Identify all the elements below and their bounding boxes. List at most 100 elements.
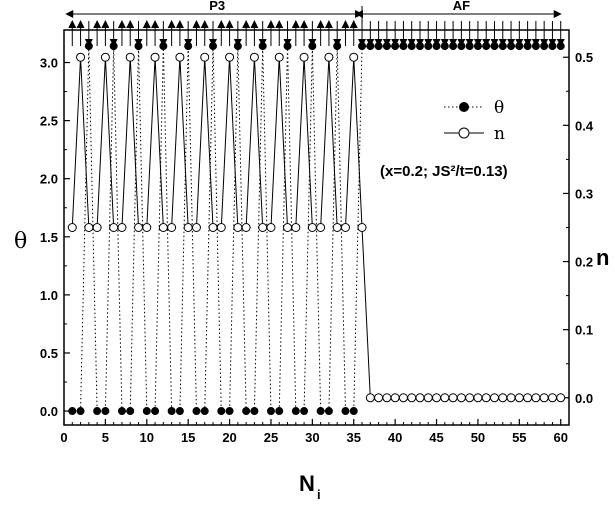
n-point xyxy=(258,223,268,232)
n-point xyxy=(283,223,293,232)
n-point xyxy=(423,393,433,403)
y-axis-left-title: θ xyxy=(14,229,27,254)
n-point xyxy=(523,393,533,403)
theta-point xyxy=(217,407,226,416)
theta-point xyxy=(407,42,416,51)
y-left-tick-label: 1.5 xyxy=(40,230,58,245)
theta-point xyxy=(540,42,549,51)
y-right-tick-label: 0.1 xyxy=(575,323,593,338)
theta-point xyxy=(349,407,358,416)
y-left-tick-label: 3.0 xyxy=(40,56,58,71)
theta-point xyxy=(333,42,342,51)
theta-point xyxy=(548,42,557,51)
x-tick-label: 20 xyxy=(222,430,236,445)
theta-point xyxy=(192,407,201,416)
n-point xyxy=(150,52,160,62)
n-point xyxy=(117,223,127,232)
n-point xyxy=(365,393,375,403)
theta-point xyxy=(209,42,218,51)
n-point xyxy=(481,393,491,403)
y-left-tick-label: 0.5 xyxy=(40,346,58,361)
n-point xyxy=(299,52,309,62)
theta-point xyxy=(126,407,135,416)
y-right-tick-label: 0.4 xyxy=(575,118,594,133)
n-point xyxy=(158,223,168,232)
n-point xyxy=(357,223,367,232)
parameter-annotation: (x=0.2; JS²/t=0.13) xyxy=(380,163,508,180)
theta-point xyxy=(465,42,474,51)
n-point xyxy=(539,393,549,403)
theta-point xyxy=(151,407,160,416)
y-left-tick-label: 1.0 xyxy=(40,288,58,303)
n-point xyxy=(316,223,326,232)
theta-point xyxy=(482,42,491,51)
x-tick-label: 25 xyxy=(264,430,278,445)
theta-point xyxy=(233,42,242,51)
n-point xyxy=(274,52,284,62)
n-point xyxy=(76,52,86,62)
n-point xyxy=(349,52,359,62)
n-point xyxy=(307,223,317,232)
n-point xyxy=(109,223,119,232)
theta-point xyxy=(457,42,466,51)
theta-point xyxy=(117,407,126,416)
theta-point xyxy=(101,407,110,416)
theta-point xyxy=(300,407,309,416)
y-right-tick-label: 0.5 xyxy=(575,50,593,65)
theta-point xyxy=(498,42,507,51)
n-point xyxy=(415,393,425,403)
theta-point xyxy=(424,42,433,51)
x-axis-title-subscript: i xyxy=(317,487,321,502)
n-point xyxy=(531,393,541,403)
theta-point xyxy=(275,407,284,416)
x-tick-label: 5 xyxy=(102,430,109,445)
n-point xyxy=(191,223,201,232)
region-label: AF xyxy=(453,0,470,13)
n-point xyxy=(448,393,458,403)
n-point xyxy=(291,223,301,232)
theta-point xyxy=(515,42,524,51)
theta-point xyxy=(358,42,367,51)
theta-point xyxy=(415,42,424,51)
theta-point xyxy=(556,42,565,51)
y-left-tick-label: 0.0 xyxy=(40,404,58,419)
theta-point xyxy=(250,407,259,416)
n-point xyxy=(440,393,450,403)
axis-ticks: 0 5 10 15 20 25 30 35 40 45 50 55 60 0.0 0.5 1.0 1.5 2.0 2… xyxy=(40,50,594,445)
theta-point xyxy=(200,407,209,416)
n-point xyxy=(506,393,516,403)
x-axis-title: N xyxy=(299,471,315,496)
spin-arrows xyxy=(68,20,565,47)
theta-point xyxy=(93,407,102,416)
theta-point xyxy=(242,407,251,416)
theta-point xyxy=(68,407,77,416)
n-point xyxy=(498,393,508,403)
theta-point xyxy=(432,42,441,51)
legend: θ n xyxy=(444,98,505,144)
y-left-tick-label: 2.0 xyxy=(40,172,58,187)
x-tick-label: 40 xyxy=(388,430,402,445)
theta-point xyxy=(490,42,499,51)
n-point xyxy=(324,52,334,62)
x-tick-label: 45 xyxy=(429,430,443,445)
x-tick-label: 15 xyxy=(181,430,195,445)
theta-point xyxy=(109,42,118,51)
theta-point xyxy=(167,407,176,416)
theta-point xyxy=(159,42,168,51)
n-point xyxy=(84,223,94,232)
n-point xyxy=(489,393,499,403)
n-point xyxy=(332,223,342,232)
theta-point xyxy=(308,42,317,51)
n-point xyxy=(382,393,392,403)
n-point xyxy=(407,393,417,403)
legend-n-label: n xyxy=(494,124,505,144)
theta-point xyxy=(399,42,408,51)
data-series xyxy=(67,42,566,416)
theta-point xyxy=(473,42,482,51)
theta-point xyxy=(531,42,540,51)
y-axis-right-title: n xyxy=(596,245,609,270)
theta-point xyxy=(440,42,449,51)
y-left-tick-label: 2.5 xyxy=(40,114,58,129)
theta-point xyxy=(184,42,193,51)
